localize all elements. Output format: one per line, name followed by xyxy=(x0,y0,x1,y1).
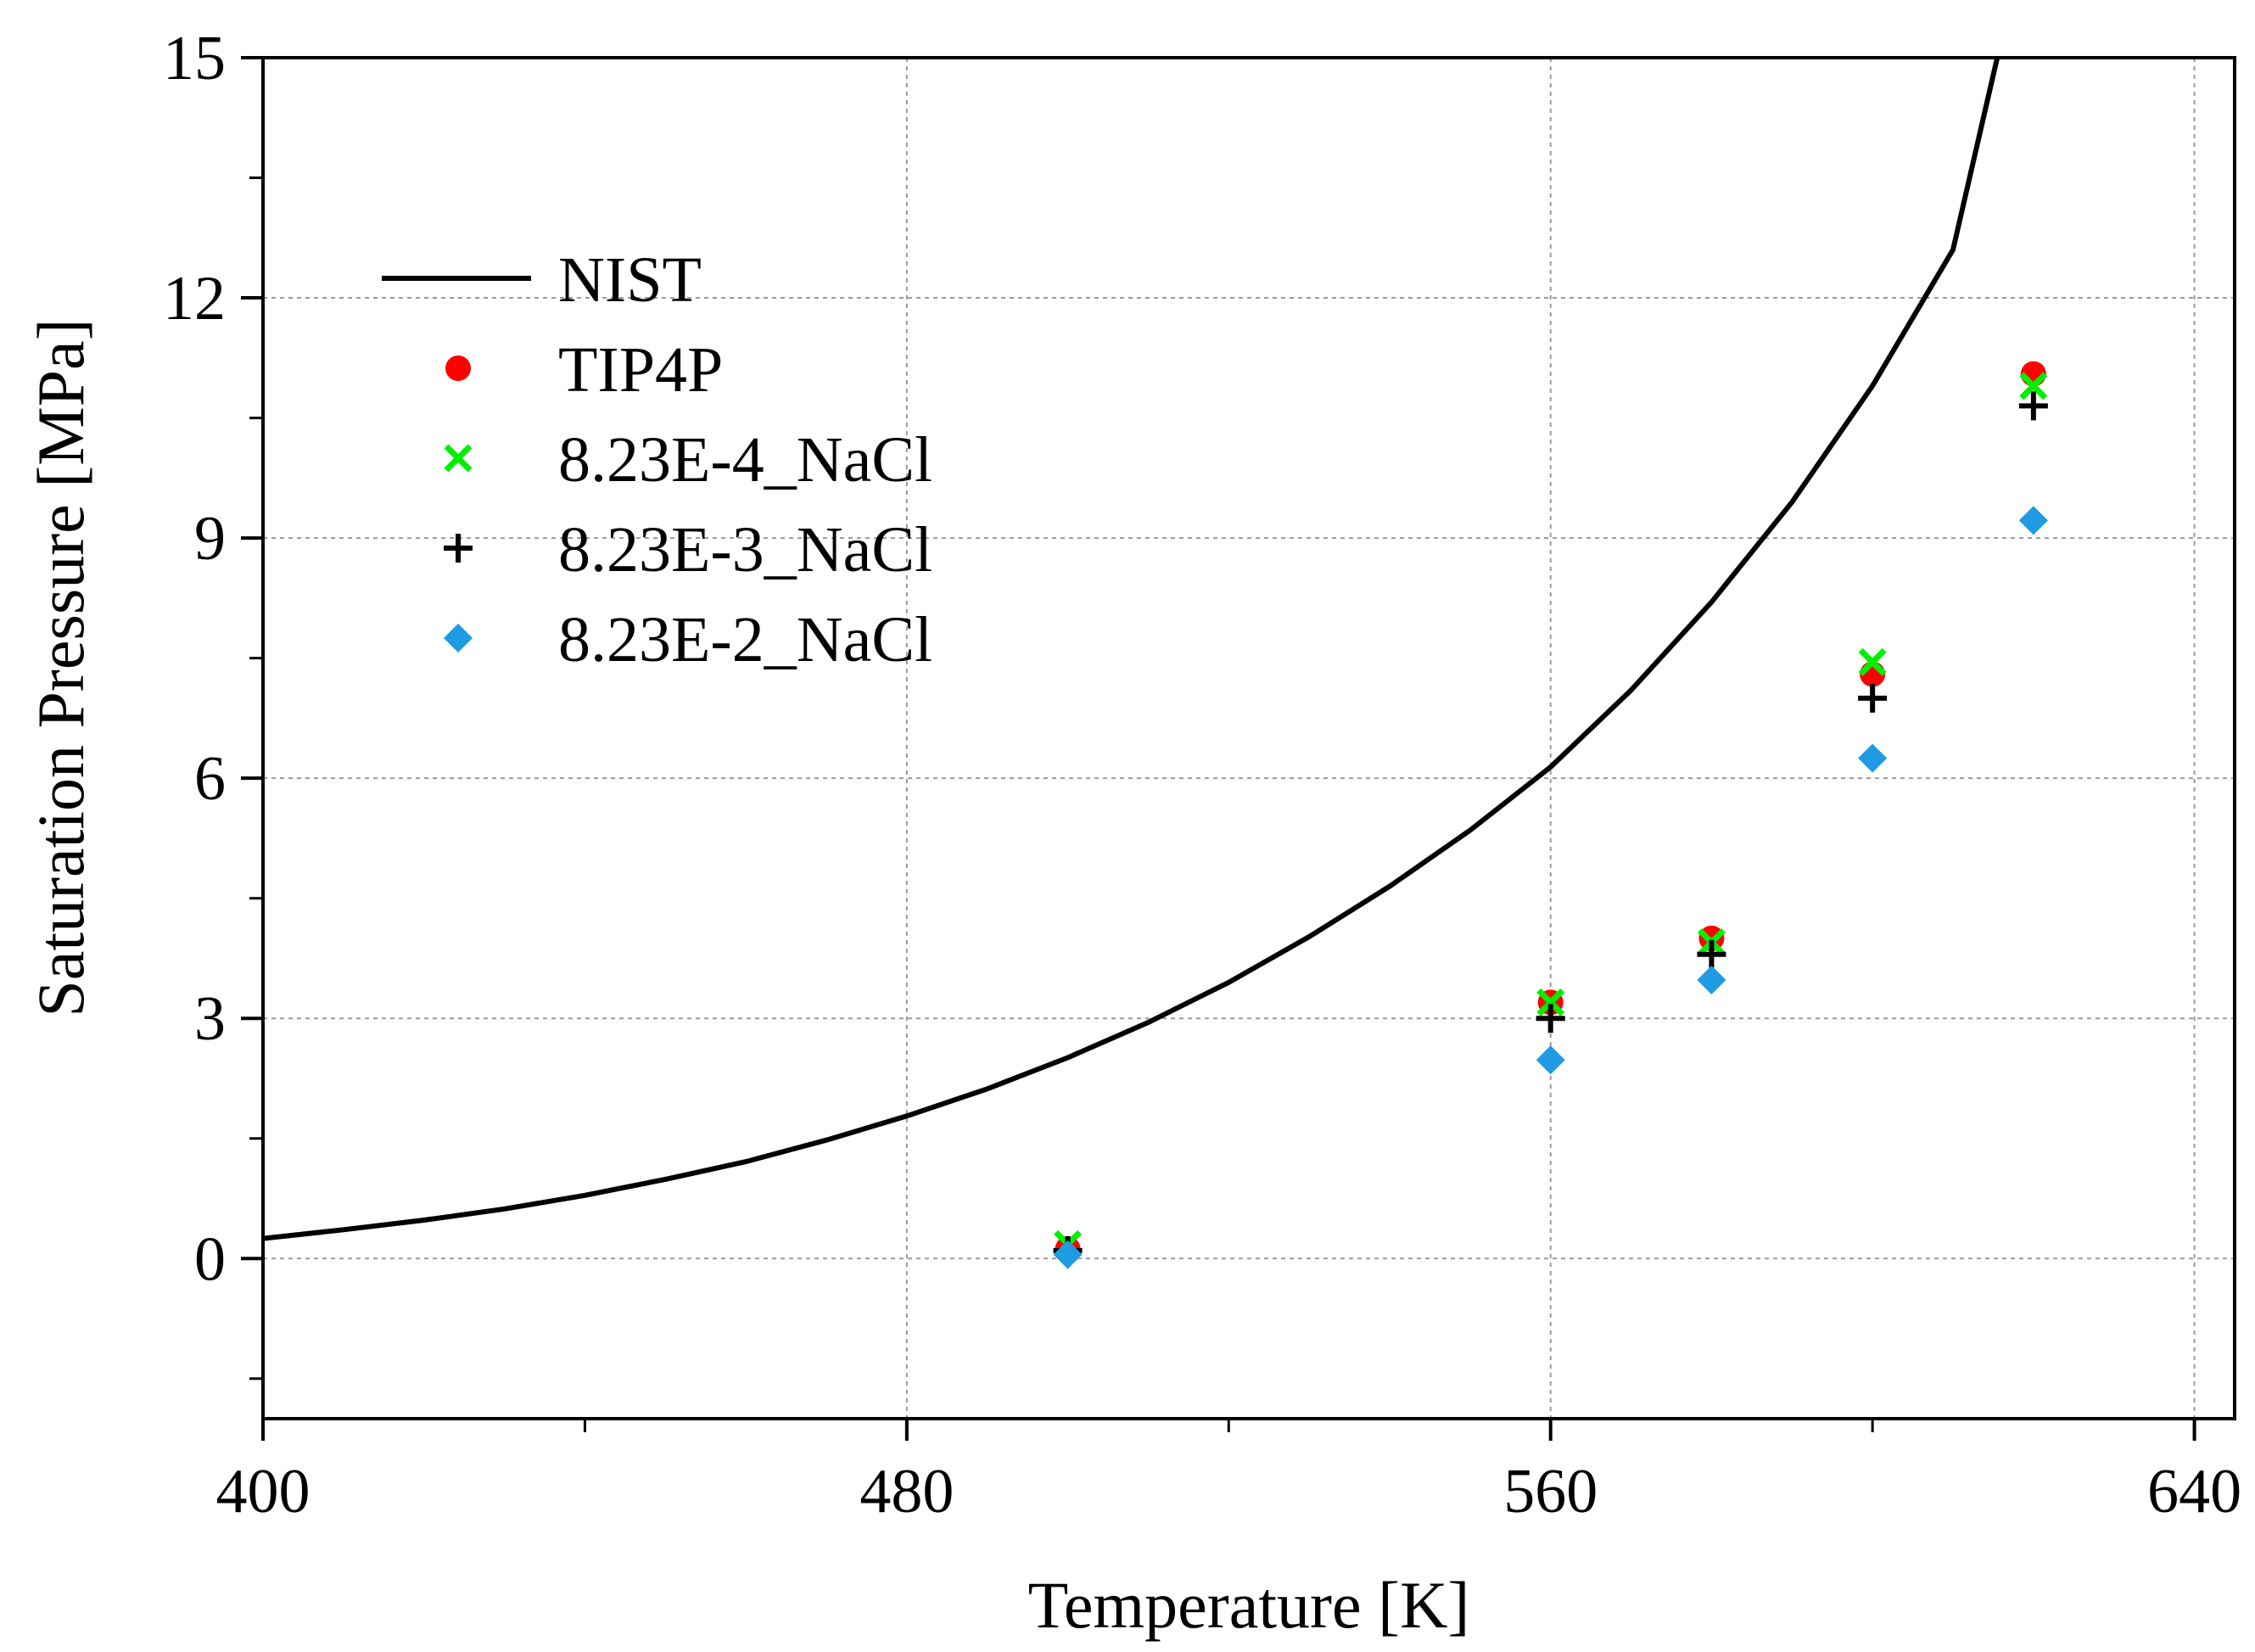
x-tick-label: 640 xyxy=(2147,1457,2241,1526)
legend-label-8-23e-4-nacl: 8.23E-4_NaCl xyxy=(558,424,932,496)
point-8-23e-3-nacl xyxy=(1697,939,1726,969)
y-tick-label: 15 xyxy=(163,24,226,93)
x-tick-label: 480 xyxy=(859,1457,954,1526)
point-8-23e-2-nacl xyxy=(1053,1240,1083,1269)
y-tick-label: 12 xyxy=(163,264,226,333)
y-tick-label: 9 xyxy=(194,504,226,574)
legend-label-nist: NIST xyxy=(558,244,702,316)
x-tick-label: 400 xyxy=(216,1457,311,1526)
legend-label-8-23e-2-nacl: 8.23E-2_NaCl xyxy=(558,604,932,675)
point-8-23e-4-nacl xyxy=(2019,372,2048,400)
legend-swatch-8-23e-4-nacl xyxy=(444,444,473,473)
x-axis-title: Temperature [K] xyxy=(1028,1568,1470,1642)
y-tick-label: 3 xyxy=(194,984,226,1054)
point-8-23e-2-nacl xyxy=(1858,743,1888,773)
y-axis-title: Saturation Pressure [MPa] xyxy=(24,318,98,1016)
plot-frame xyxy=(261,56,2236,1420)
markers-layer xyxy=(1053,361,2048,1269)
legend-swatch-tip4p xyxy=(445,356,471,381)
axis-ticks xyxy=(241,56,2196,1441)
point-8-23e-4-nacl xyxy=(1536,988,1565,1016)
point-8-23e-3-nacl xyxy=(1536,1004,1565,1033)
legend: NIST TIP4P 8.23E-4_NaCl 8.23E-3_NaCl 8.23E-2… xyxy=(382,244,932,675)
point-8-23e-3-nacl xyxy=(2018,391,2048,421)
legend-label-tip4p: TIP4P xyxy=(558,334,723,406)
y-tick-label: 0 xyxy=(194,1224,226,1294)
x-tick-label: 560 xyxy=(1503,1457,1598,1526)
legend-swatch-8-23e-2-nacl xyxy=(444,624,473,652)
grid xyxy=(263,58,2235,1419)
nist-layer xyxy=(263,58,2000,1241)
legend-swatch-8-23e-3-nacl xyxy=(444,534,473,563)
tick-labels: 400 480 560 640 0 3 6 9 12 15 xyxy=(163,24,2241,1526)
legend-label-8-23e-3-nacl: 8.23E-3_NaCl xyxy=(558,514,932,585)
point-8-23e-2-nacl xyxy=(2018,506,2048,535)
point-8-23e-3-nacl xyxy=(1858,683,1888,713)
point-8-23e-2-nacl xyxy=(1536,1045,1565,1075)
nist-curve xyxy=(263,58,2000,1241)
y-tick-label: 6 xyxy=(194,744,226,814)
point-8-23e-2-nacl xyxy=(1697,965,1726,994)
point-8-23e-4-nacl xyxy=(1858,647,1887,676)
